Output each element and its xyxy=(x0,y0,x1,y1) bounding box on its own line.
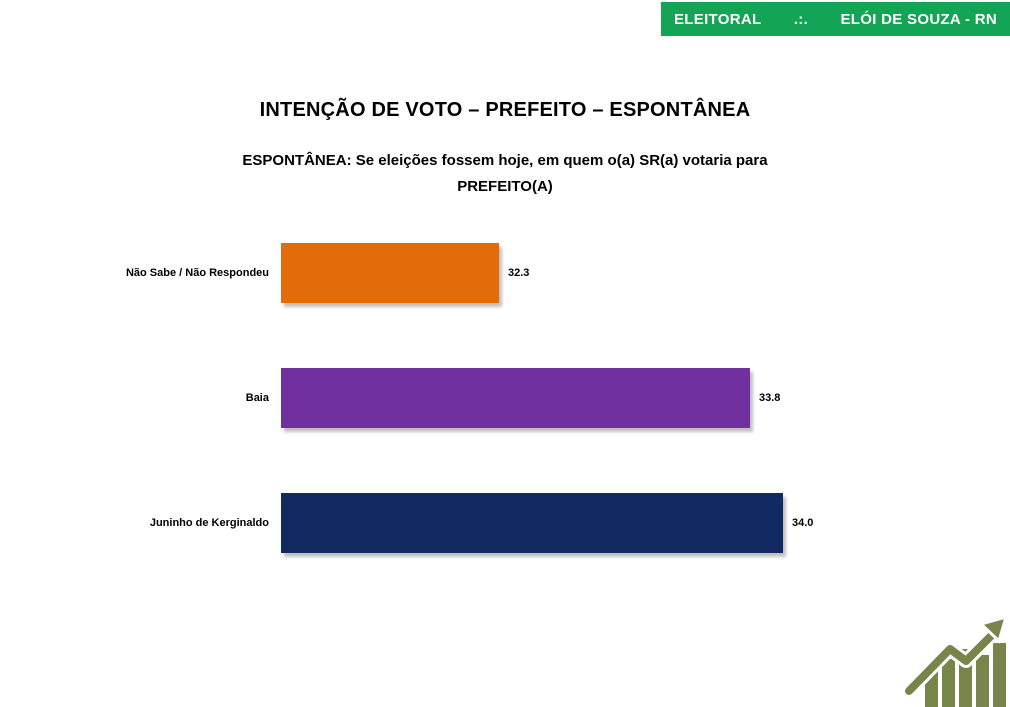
category-label: Não Sabe / Não Respondeu xyxy=(125,267,269,279)
value-label: 32.3 xyxy=(508,267,530,279)
bar-row: Baia 33.8 xyxy=(0,368,1010,428)
header-banner: ELEITORAL .:. ELÓI DE SOUZA - RN xyxy=(661,2,1010,36)
banner-location-label: ELÓI DE SOUZA - RN xyxy=(840,10,997,28)
banner-category-label: ELEITORAL xyxy=(674,10,762,28)
chart-title: INTENÇÃO DE VOTO – PREFEITO – ESPONTÂNEA xyxy=(259,99,751,121)
category-label: Baia xyxy=(245,392,269,404)
chart-subtitle: ESPONTÂNEA: Se eleições fossem hoje, em … xyxy=(242,152,768,195)
banner-separator: .:. xyxy=(793,10,809,28)
rising-bar-chart-arrow-icon xyxy=(904,614,1009,707)
bar-chart: Não Sabe / Não Respondeu 32.3 Baia 33.8 … xyxy=(0,243,1010,618)
bar xyxy=(281,493,783,553)
value-label: 34.0 xyxy=(792,517,814,529)
bar xyxy=(281,368,750,428)
bar xyxy=(281,243,499,303)
category-label: Juninho de Kerginaldo xyxy=(149,517,269,529)
bar-row: Juninho de Kerginaldo 34.0 xyxy=(0,493,1010,553)
bar-row: Não Sabe / Não Respondeu 32.3 xyxy=(0,243,1010,303)
logo xyxy=(904,614,1010,707)
value-label: 33.8 xyxy=(759,392,781,404)
